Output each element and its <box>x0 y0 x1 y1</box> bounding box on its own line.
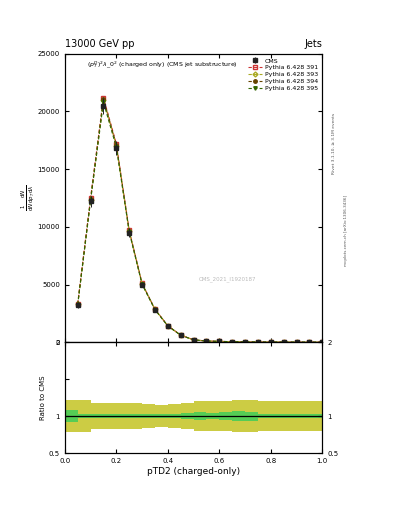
Pythia 6.428 393 <box>255 339 260 345</box>
Pythia 6.428 391 <box>230 338 235 345</box>
Text: CMS_2021_I1920187: CMS_2021_I1920187 <box>199 276 256 282</box>
Pythia 6.428 391 <box>127 227 132 233</box>
Legend: CMS, Pythia 6.428 391, Pythia 6.428 393, Pythia 6.428 394, Pythia 6.428 395: CMS, Pythia 6.428 391, Pythia 6.428 393,… <box>247 57 319 93</box>
Pythia 6.428 395 <box>230 338 235 345</box>
Pythia 6.428 393 <box>294 339 299 345</box>
Pythia 6.428 395 <box>217 338 222 345</box>
Pythia 6.428 394 <box>242 339 248 345</box>
Pythia 6.428 393 <box>140 281 145 287</box>
Text: mcplots.cern.ch [arXiv:1306.3436]: mcplots.cern.ch [arXiv:1306.3436] <box>344 195 348 266</box>
Line: Pythia 6.428 394: Pythia 6.428 394 <box>76 97 324 344</box>
Pythia 6.428 391 <box>294 339 299 345</box>
Pythia 6.428 391 <box>178 332 183 338</box>
Pythia 6.428 395 <box>281 339 286 345</box>
Text: Jets: Jets <box>305 38 322 49</box>
Pythia 6.428 394 <box>88 196 93 202</box>
Pythia 6.428 393 <box>88 197 93 203</box>
Pythia 6.428 391 <box>255 339 260 345</box>
Pythia 6.428 394 <box>152 306 157 312</box>
Pythia 6.428 394 <box>217 338 222 345</box>
Pythia 6.428 391 <box>75 301 80 307</box>
Line: Pythia 6.428 395: Pythia 6.428 395 <box>76 100 324 344</box>
Pythia 6.428 393 <box>242 339 248 345</box>
Pythia 6.428 395 <box>294 339 299 345</box>
Pythia 6.428 391 <box>140 280 145 286</box>
Pythia 6.428 393 <box>230 338 235 345</box>
Pythia 6.428 394 <box>101 96 106 102</box>
Pythia 6.428 393 <box>320 339 325 345</box>
Pythia 6.428 395 <box>204 338 209 344</box>
Pythia 6.428 393 <box>217 338 222 345</box>
Pythia 6.428 394 <box>255 339 260 345</box>
Pythia 6.428 395 <box>140 281 145 287</box>
Pythia 6.428 394 <box>165 323 170 329</box>
Pythia 6.428 395 <box>268 339 273 345</box>
Pythia 6.428 395 <box>114 144 119 151</box>
Pythia 6.428 394 <box>75 301 80 307</box>
X-axis label: pTD2 (charged-only): pTD2 (charged-only) <box>147 467 240 476</box>
Pythia 6.428 395 <box>101 99 106 105</box>
Pythia 6.428 394 <box>127 228 132 234</box>
Pythia 6.428 391 <box>281 339 286 345</box>
Pythia 6.428 394 <box>268 339 273 345</box>
Pythia 6.428 391 <box>114 141 119 147</box>
Text: $(p_T^D)^2\lambda\_0^2$ (charged only) (CMS jet substructure): $(p_T^D)^2\lambda\_0^2$ (charged only) (… <box>87 59 238 70</box>
Pythia 6.428 391 <box>242 339 248 345</box>
Pythia 6.428 395 <box>165 323 170 329</box>
Pythia 6.428 395 <box>75 302 80 308</box>
Pythia 6.428 394 <box>204 338 209 344</box>
Pythia 6.428 391 <box>204 338 209 344</box>
Pythia 6.428 393 <box>127 228 132 234</box>
Line: Pythia 6.428 393: Pythia 6.428 393 <box>76 98 324 344</box>
Pythia 6.428 391 <box>217 338 222 345</box>
Pythia 6.428 391 <box>152 306 157 312</box>
Pythia 6.428 393 <box>191 337 196 343</box>
Pythia 6.428 395 <box>307 339 312 345</box>
Pythia 6.428 393 <box>307 339 312 345</box>
Y-axis label: Ratio to CMS: Ratio to CMS <box>40 375 46 420</box>
Pythia 6.428 391 <box>268 339 273 345</box>
Pythia 6.428 395 <box>242 339 248 345</box>
Pythia 6.428 394 <box>178 332 183 338</box>
Pythia 6.428 393 <box>101 97 106 103</box>
Line: Pythia 6.428 391: Pythia 6.428 391 <box>76 96 324 344</box>
Pythia 6.428 394 <box>320 339 325 345</box>
Text: 13000 GeV pp: 13000 GeV pp <box>65 38 134 49</box>
Pythia 6.428 394 <box>307 339 312 345</box>
Pythia 6.428 391 <box>191 337 196 343</box>
Pythia 6.428 393 <box>152 306 157 312</box>
Pythia 6.428 391 <box>165 323 170 329</box>
Pythia 6.428 391 <box>320 339 325 345</box>
Pythia 6.428 394 <box>281 339 286 345</box>
Pythia 6.428 393 <box>114 143 119 149</box>
Pythia 6.428 391 <box>101 95 106 101</box>
Y-axis label: $\frac{1}{\mathrm{d}N}\frac{\mathrm{d}N}{\mathrm{d}p_T\,\mathrm{d}\lambda}$: $\frac{1}{\mathrm{d}N}\frac{\mathrm{d}N}… <box>19 184 36 211</box>
Pythia 6.428 393 <box>268 339 273 345</box>
Pythia 6.428 395 <box>320 339 325 345</box>
Pythia 6.428 395 <box>255 339 260 345</box>
Pythia 6.428 395 <box>88 198 93 204</box>
Pythia 6.428 391 <box>307 339 312 345</box>
Pythia 6.428 394 <box>114 142 119 148</box>
Pythia 6.428 395 <box>152 307 157 313</box>
Pythia 6.428 394 <box>191 337 196 343</box>
Pythia 6.428 393 <box>204 338 209 344</box>
Pythia 6.428 395 <box>178 332 183 338</box>
Pythia 6.428 393 <box>178 332 183 338</box>
Pythia 6.428 395 <box>127 229 132 235</box>
Pythia 6.428 393 <box>281 339 286 345</box>
Pythia 6.428 394 <box>230 338 235 345</box>
Pythia 6.428 391 <box>88 195 93 201</box>
Text: Rivet 3.1.10, ≥ 3.1M events: Rivet 3.1.10, ≥ 3.1M events <box>332 113 336 174</box>
Pythia 6.428 393 <box>165 323 170 329</box>
Pythia 6.428 395 <box>191 337 196 343</box>
Pythia 6.428 393 <box>75 301 80 307</box>
Pythia 6.428 394 <box>294 339 299 345</box>
Pythia 6.428 394 <box>140 281 145 287</box>
